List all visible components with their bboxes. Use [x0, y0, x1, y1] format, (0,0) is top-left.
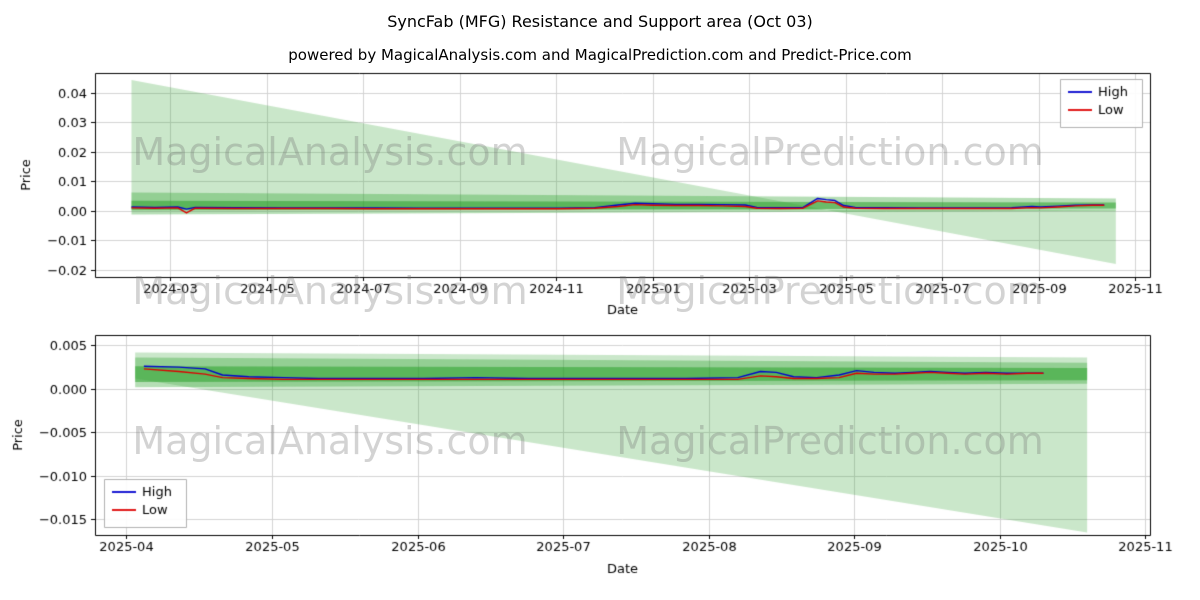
page-subtitle: powered by MagicalAnalysis.com and Magic…	[288, 46, 912, 64]
bottom-chart-canvas	[0, 330, 1200, 592]
page-title: SyncFab (MFG) Resistance and Support are…	[387, 12, 813, 31]
top-chart-canvas	[0, 64, 1200, 320]
